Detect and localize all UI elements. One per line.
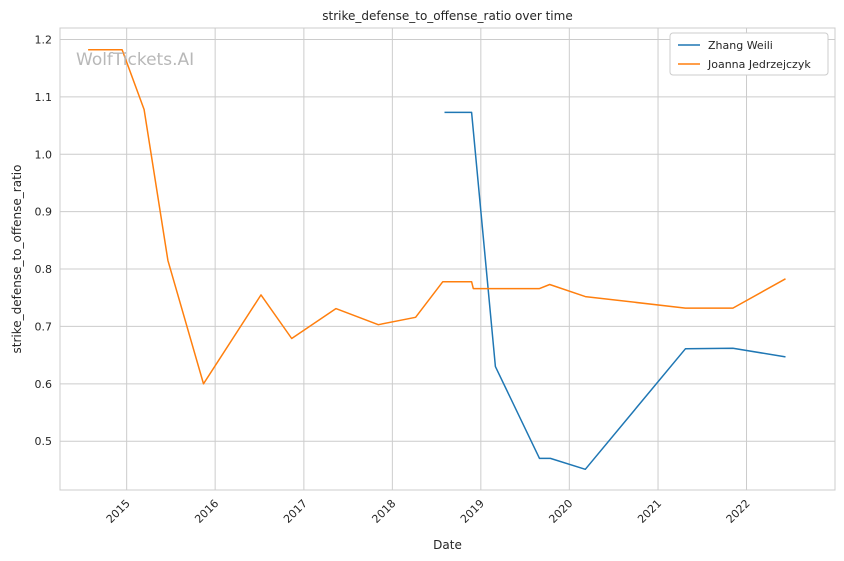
legend-label: Joanna Jedrzejczyk [707, 58, 811, 71]
series-line-2 [88, 49, 786, 385]
series-layer [88, 49, 786, 471]
x-tick-label: 2017 [281, 497, 310, 526]
x-axis-ticks: 2015 2016 2017 2018 2019 2020 2021 2022 [104, 497, 753, 526]
y-tick-label: 0.7 [35, 320, 53, 333]
chart-title: strike_defense_to_offense_ratio over tim… [322, 9, 572, 23]
y-tick-label: 0.6 [35, 378, 53, 391]
x-tick-label: 2018 [369, 497, 398, 526]
y-axis-ticks: 0.5 0.6 0.7 0.8 0.9 1.0 1.1 1.2 [35, 33, 53, 448]
x-tick-label: 2016 [192, 497, 221, 526]
legend-label: Zhang Weili [708, 39, 773, 52]
y-axis-label: strike_defense_to_offense_ratio [10, 165, 24, 354]
y-tick-label: 0.9 [35, 206, 53, 219]
x-tick-label: 2019 [458, 497, 487, 526]
x-tick-label: 2020 [546, 497, 575, 526]
plot-area [59, 27, 836, 491]
legend: Zhang Weili Joanna Jedrzejczyk [669, 32, 829, 76]
y-tick-label: 0.8 [35, 263, 53, 276]
x-axis-label: Date [433, 538, 462, 552]
x-tick-label: 2015 [104, 497, 133, 526]
legend-box [669, 32, 829, 76]
y-tick-label: 1.0 [35, 148, 53, 161]
series-line-1 [444, 111, 786, 471]
x-tick-label: 2022 [724, 497, 753, 526]
y-tick-label: 1.2 [35, 33, 53, 46]
y-tick-label: 1.1 [35, 91, 53, 104]
watermark: WolfTickets.AI [76, 50, 194, 70]
x-tick-label: 2021 [635, 497, 664, 526]
grid-lines [60, 28, 835, 490]
y-tick-label: 0.5 [35, 435, 53, 448]
